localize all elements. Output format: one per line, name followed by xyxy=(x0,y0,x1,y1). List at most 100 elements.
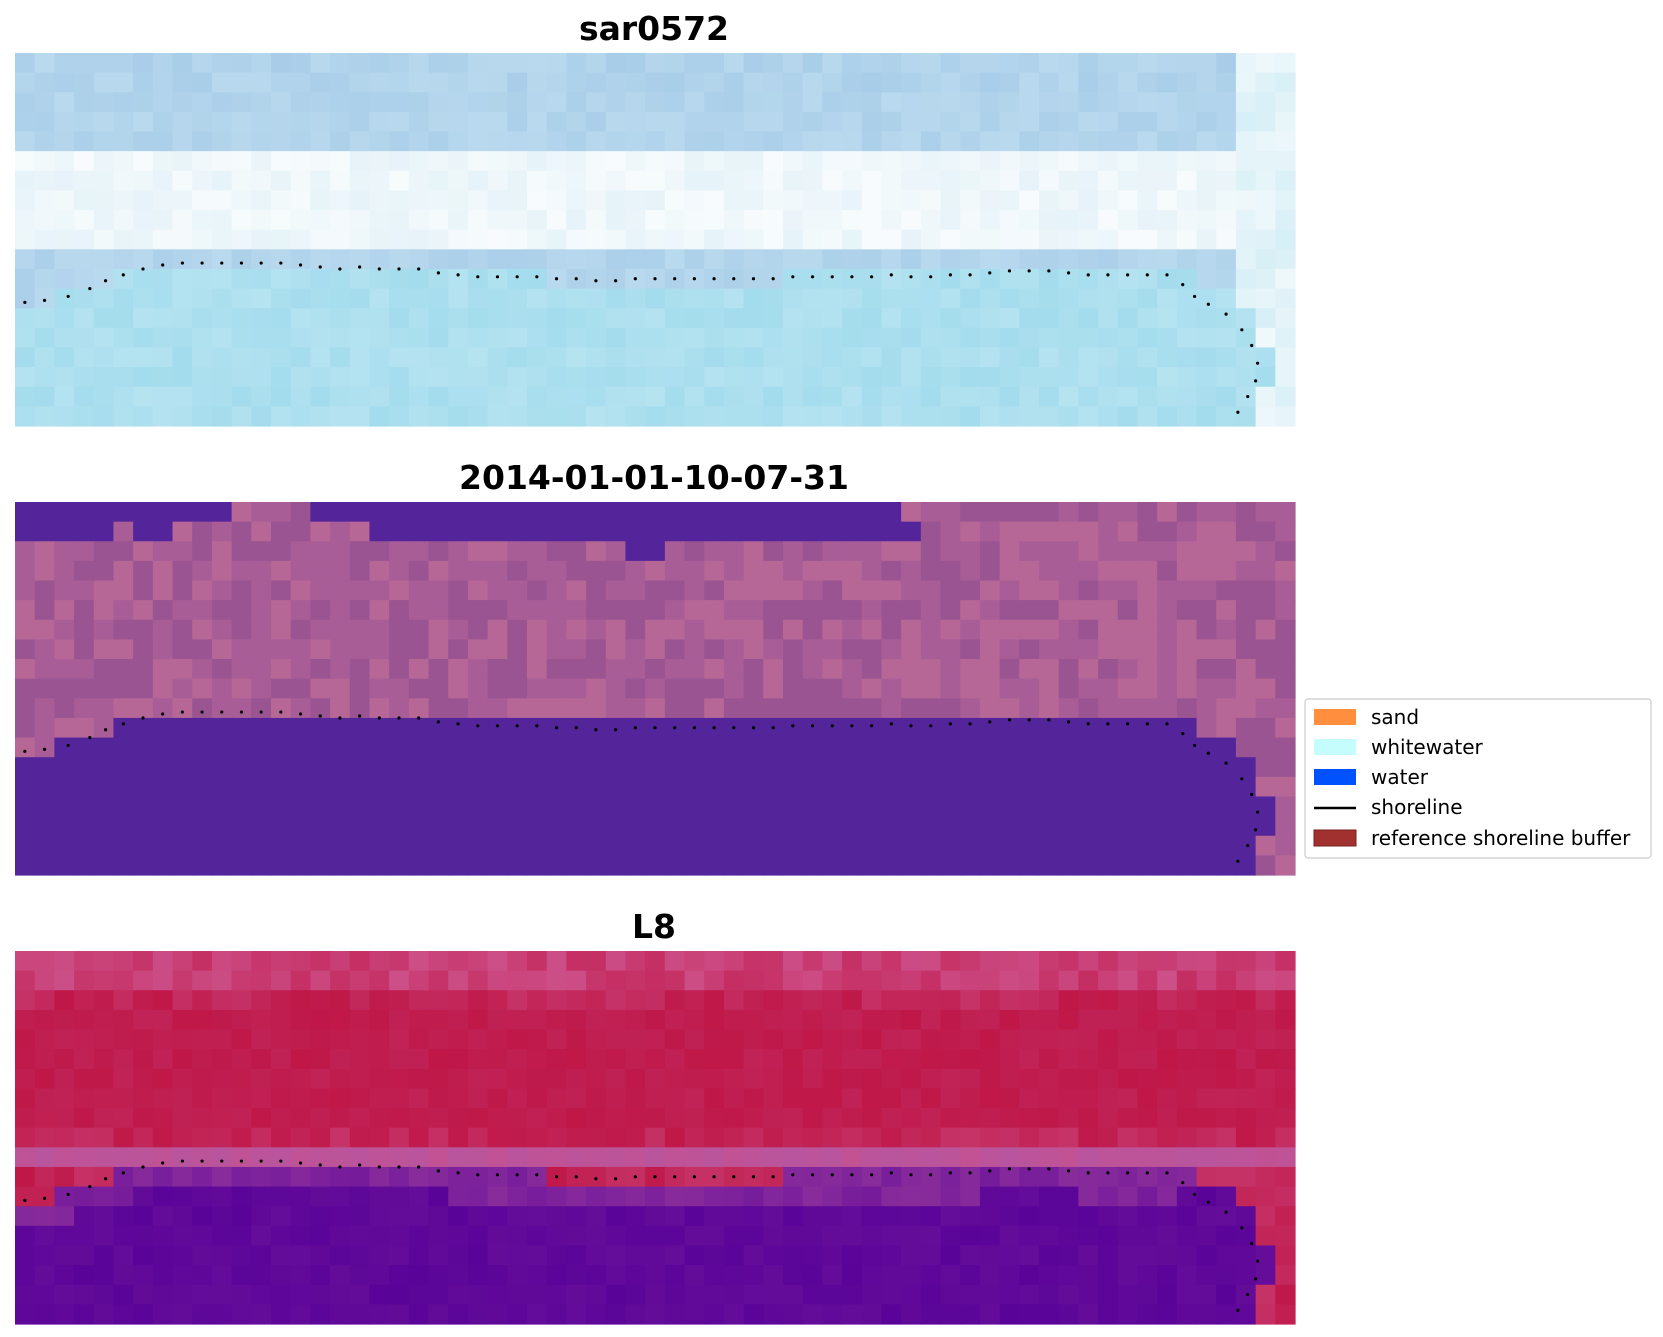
shoreline-point xyxy=(1240,328,1244,332)
shoreline-point xyxy=(653,277,657,281)
pixel-cell xyxy=(625,308,646,329)
pixel-cell xyxy=(1157,92,1178,113)
pixel-cell xyxy=(428,990,449,1011)
pixel-cell xyxy=(1039,1284,1060,1305)
pixel-cell xyxy=(920,1029,942,1050)
pixel-cell xyxy=(113,619,134,641)
pixel-cell xyxy=(822,619,843,641)
pixel-cell xyxy=(1176,1245,1198,1266)
pixel-cell xyxy=(960,737,981,758)
pixel-cell xyxy=(448,1108,469,1129)
shoreline-point xyxy=(1007,1167,1012,1171)
pixel-cell xyxy=(901,678,922,699)
shoreline-point xyxy=(929,1173,933,1177)
pixel-cell xyxy=(1176,678,1198,699)
pixel-cell xyxy=(999,1147,1020,1168)
pixel-cell xyxy=(704,600,725,621)
shoreline-point xyxy=(673,1175,677,1179)
pixel-cell xyxy=(133,816,154,837)
pixel-cell xyxy=(113,327,134,349)
pixel-cell xyxy=(1157,951,1178,972)
pixel-cell xyxy=(1176,1108,1198,1129)
pixel-cell xyxy=(369,521,390,542)
pixel-cell xyxy=(448,776,469,798)
pixel-cell xyxy=(389,990,410,1011)
pixel-cell xyxy=(664,111,686,133)
shoreline-point xyxy=(161,712,165,716)
pixel-cell xyxy=(960,53,981,74)
pixel-cell xyxy=(1235,1029,1257,1050)
pixel-cell xyxy=(113,1009,134,1031)
pixel-cell xyxy=(527,737,548,758)
pixel-cell xyxy=(1196,1147,1217,1168)
pixel-cell xyxy=(408,698,430,719)
pixel-cell xyxy=(133,1304,154,1325)
pixel-cell xyxy=(507,1304,528,1325)
pixel-cell xyxy=(901,386,922,407)
pixel-cell xyxy=(664,327,686,349)
pixel-cell xyxy=(34,131,55,152)
pixel-cell xyxy=(625,229,646,250)
pixel-cell xyxy=(251,521,272,542)
pixel-cell xyxy=(1117,990,1139,1011)
pixel-cell xyxy=(487,717,508,739)
pixel-cell xyxy=(487,970,508,991)
pixel-cell xyxy=(1137,1304,1158,1325)
pixel-cell xyxy=(211,990,233,1011)
pixel-cell xyxy=(704,111,725,133)
shoreline-point xyxy=(1027,1167,1031,1171)
pixel-cell xyxy=(861,386,883,407)
pixel-cell xyxy=(1019,1088,1040,1109)
pixel-cell xyxy=(1058,1088,1079,1109)
pixel-cell xyxy=(448,1009,469,1031)
pixel-cell xyxy=(960,560,981,582)
pixel-cell xyxy=(448,347,469,368)
shoreline-point xyxy=(239,261,244,265)
pixel-cell xyxy=(251,111,272,133)
pixel-cell xyxy=(389,1127,410,1148)
pixel-cell xyxy=(152,72,174,93)
pixel-cell xyxy=(369,776,390,798)
pixel-cell xyxy=(74,1284,95,1305)
pixel-cell xyxy=(1196,1108,1217,1129)
pixel-cell xyxy=(802,580,823,601)
pixel-cell xyxy=(704,521,725,542)
pixel-cell xyxy=(34,72,55,93)
pixel-cell xyxy=(802,1186,823,1207)
pixel-cell xyxy=(408,1284,430,1305)
pixel-cell xyxy=(1216,796,1237,817)
pixel-cell xyxy=(467,757,489,778)
pixel-cell xyxy=(743,131,764,152)
pixel-cell xyxy=(1176,170,1198,192)
pixel-cell xyxy=(664,92,686,113)
pixel-cell xyxy=(625,1009,646,1031)
shoreline-point xyxy=(515,724,519,728)
pixel-cell xyxy=(1255,1009,1276,1031)
shoreline-point xyxy=(1224,761,1228,765)
pixel-cell xyxy=(1157,541,1178,562)
pixel-cell xyxy=(783,347,804,368)
pixel-cell xyxy=(625,678,646,699)
pixel-cell xyxy=(802,170,823,192)
pixel-cell xyxy=(664,288,686,309)
pixel-cell xyxy=(74,1147,95,1168)
pixel-cell xyxy=(290,210,311,231)
pixel-cell xyxy=(54,288,75,309)
pixel-cell xyxy=(428,1029,449,1050)
pixel-cell xyxy=(54,855,75,876)
pixel-cell xyxy=(586,698,607,719)
pixel-cell xyxy=(979,347,1001,368)
shoreline-point xyxy=(791,275,795,279)
pixel-cell xyxy=(605,796,627,817)
pixel-cell xyxy=(74,776,95,798)
pixel-cell xyxy=(1137,816,1158,837)
pixel-cell xyxy=(802,541,823,562)
pixel-cell xyxy=(1058,1304,1079,1325)
pixel-cell xyxy=(93,776,115,798)
pixel-cell xyxy=(822,502,843,523)
pixel-cell xyxy=(408,406,430,427)
pixel-cell xyxy=(389,1088,410,1109)
pixel-cell xyxy=(152,757,174,778)
pixel-cell xyxy=(723,1068,745,1090)
pixel-cell xyxy=(566,1068,587,1090)
